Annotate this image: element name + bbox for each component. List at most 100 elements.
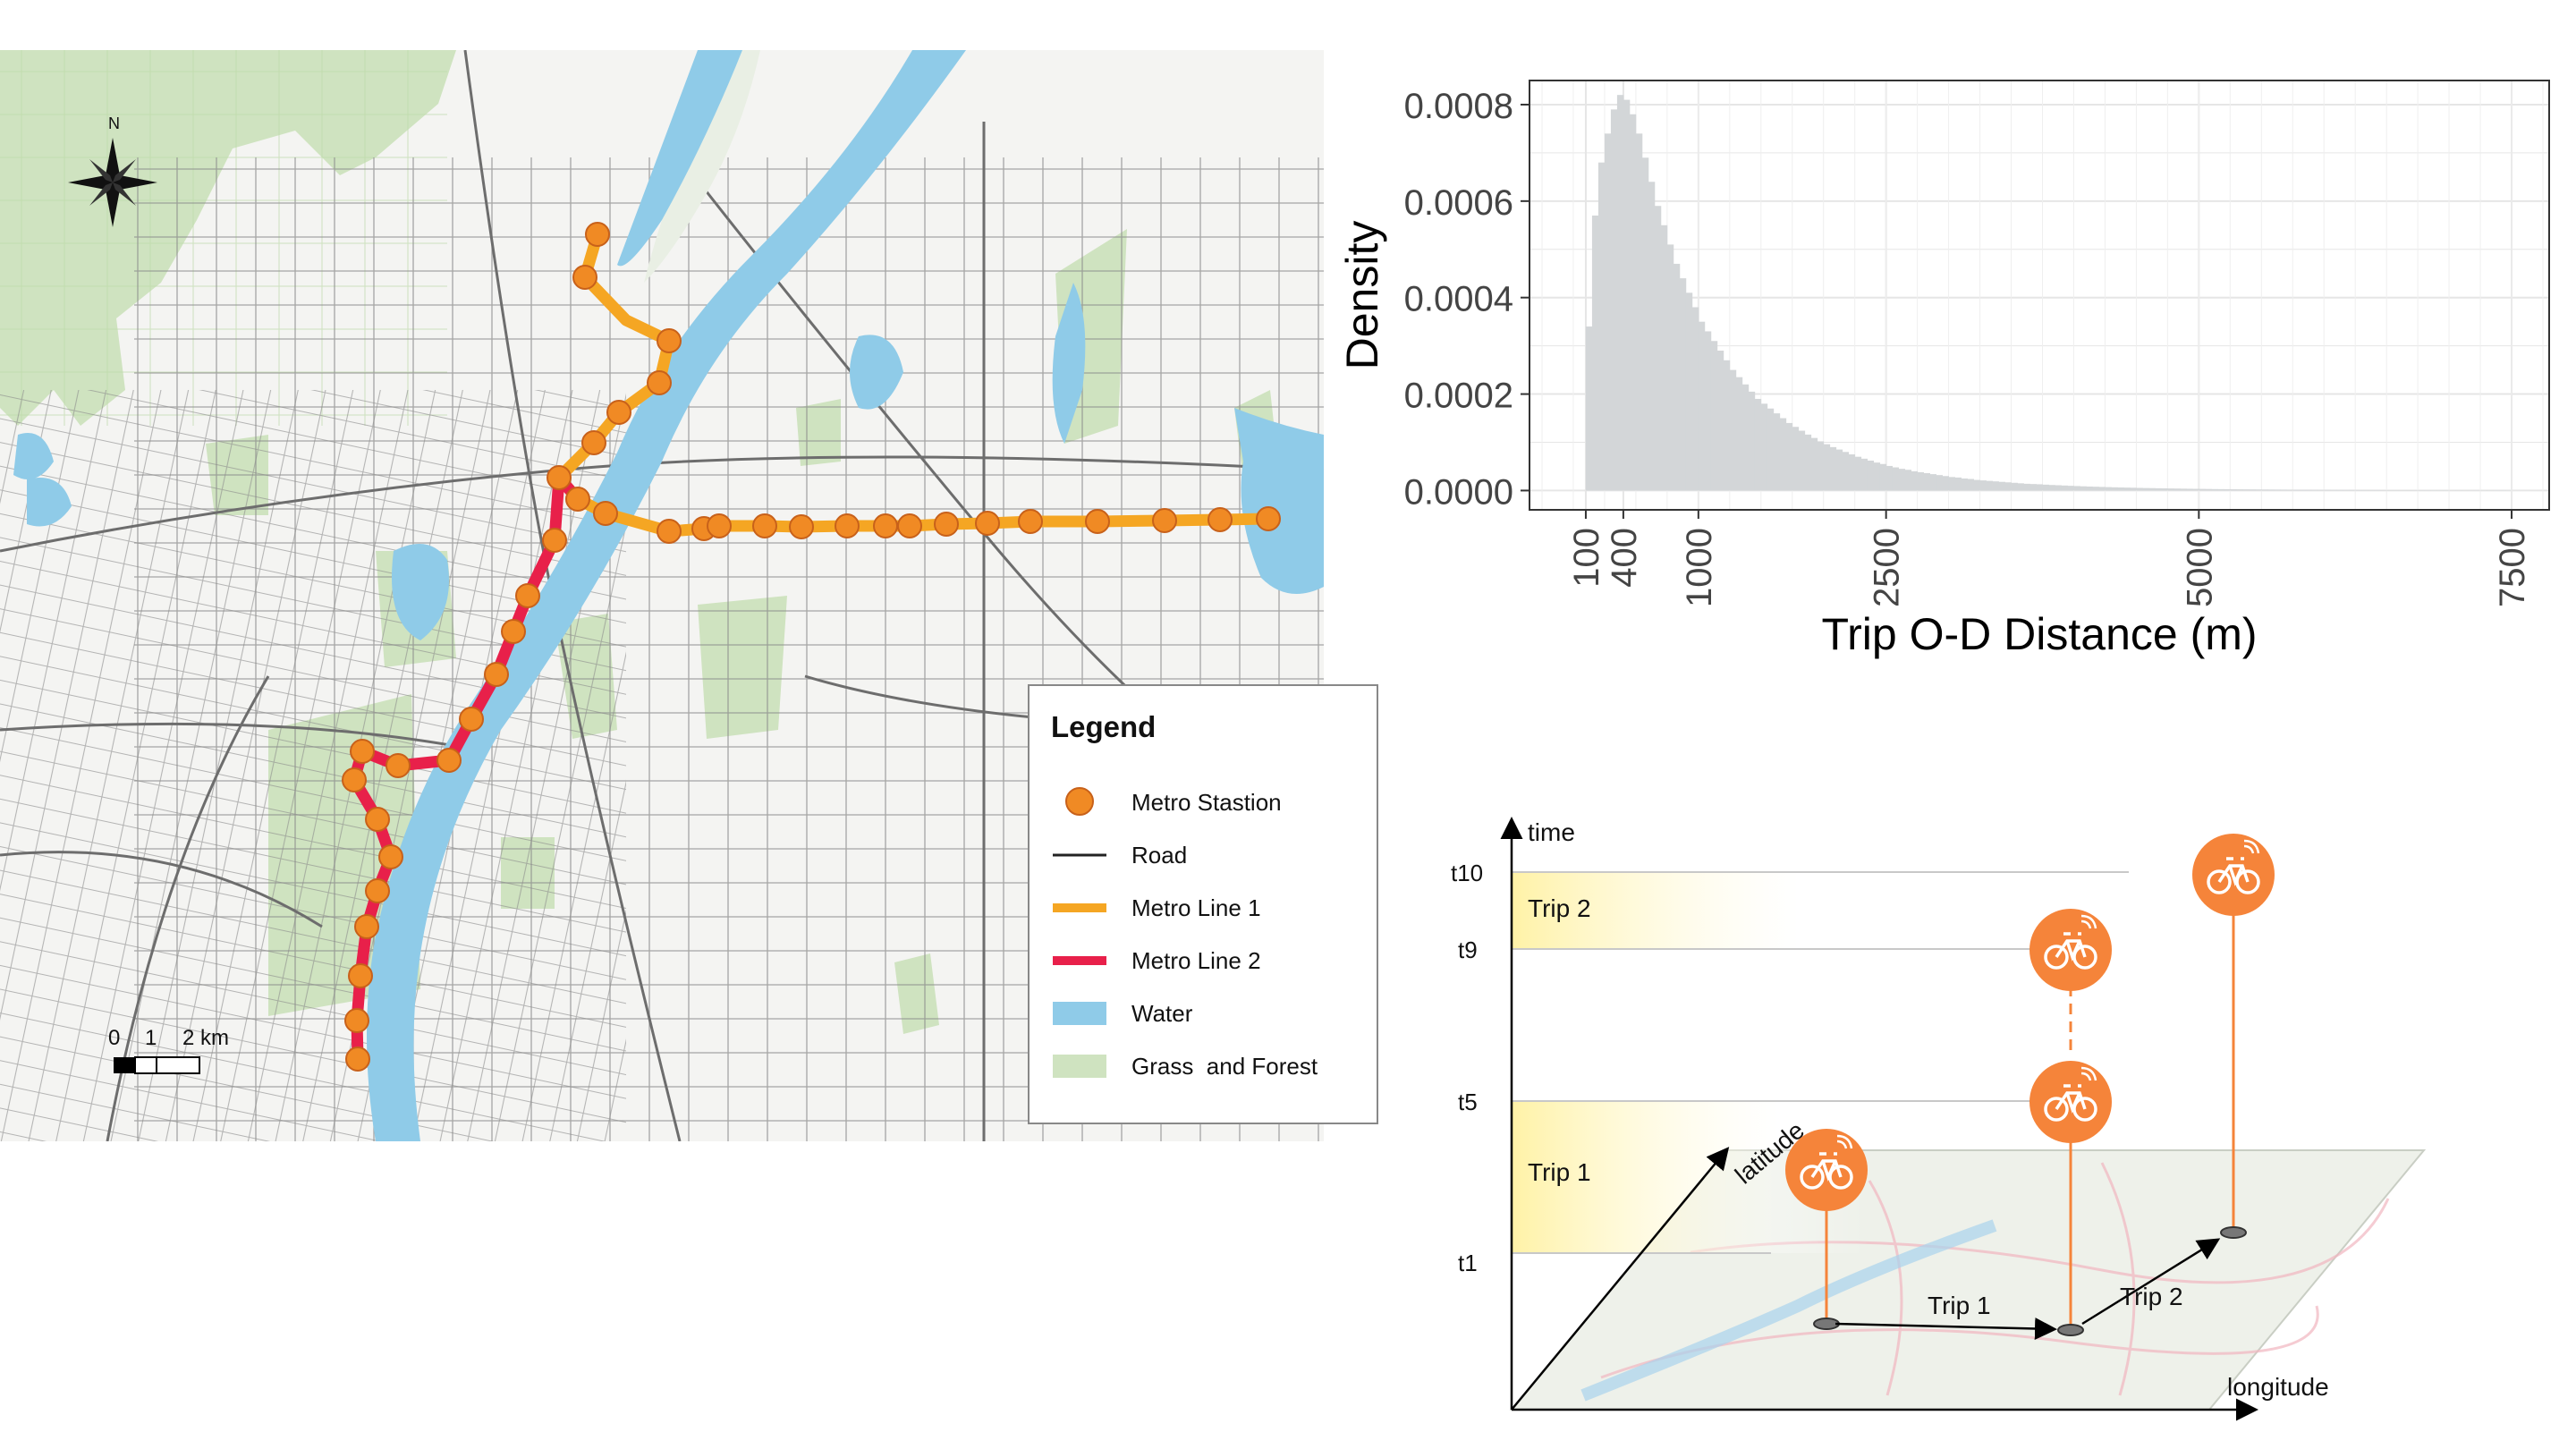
legend-item-grass: Grass and Forest (1053, 1053, 1318, 1080)
x-tick-label: 1000 (1680, 528, 1719, 607)
lake-west-1 (392, 544, 449, 640)
map-legend: Legend Metro Stastion Road Metro Line 1 … (1028, 684, 1378, 1124)
y-tick-label: 0.0008 (1404, 87, 1513, 126)
histogram-bar (2368, 489, 2375, 491)
histogram-bar (1673, 263, 1681, 491)
x-axis-label: Trip O-D Distance (m) (1821, 609, 2257, 659)
histogram-bar (1804, 434, 1812, 491)
histogram-bar (1698, 321, 1706, 491)
scale-label-1: 1 (145, 1026, 157, 1050)
legend-item-road: Road (1053, 842, 1187, 869)
histogram-bar (1635, 133, 1643, 491)
scale-bar-segment (134, 1056, 157, 1074)
histogram-bar (2174, 488, 2181, 491)
histogram-bar (1867, 460, 1875, 491)
histogram-bar (2205, 488, 2212, 491)
histogram-bar (1911, 470, 1919, 491)
histogram-bars (1585, 95, 2512, 491)
histogram-bar (2292, 489, 2300, 491)
histogram-bar (1729, 369, 1737, 491)
histogram-bar (1848, 453, 1856, 491)
histogram-bar (2148, 487, 2156, 491)
compass-rose-icon: N (68, 114, 157, 227)
legend-item-station: Metro Stastion (1065, 787, 1282, 816)
bike-marker-icon (2192, 834, 2275, 916)
water-body (13, 50, 1324, 1141)
histogram-bar (1879, 463, 1887, 491)
histogram-bar (2036, 484, 2043, 491)
histogram-bar (2349, 489, 2356, 491)
histogram-bar (1992, 481, 1999, 491)
ground-point (1813, 1318, 1840, 1330)
metro-stations (342, 222, 1281, 1072)
histogram-bar (1835, 449, 1843, 491)
histogram-bar (2267, 489, 2275, 491)
grass-legend-icon (1053, 1055, 1106, 1078)
histogram-bar (2042, 484, 2049, 491)
bike-marker-icon (1785, 1129, 1868, 1211)
lake-nw (13, 433, 54, 479)
histogram-bar (1885, 465, 1894, 491)
histogram-bar (2155, 487, 2162, 491)
legend-label: Metro Stastion (1131, 789, 1282, 816)
y-axis-ticks: 0.0000 0.0002 0.0004 0.0006 0.0008 (1404, 87, 1530, 512)
trip1-arrow (1835, 1318, 2057, 1341)
histogram-bar (1823, 444, 1831, 491)
bike-marker-icon (2029, 1061, 2112, 1143)
histogram-bar (1654, 206, 1662, 491)
histogram-bar (2086, 486, 2093, 491)
east-river (1234, 408, 1324, 594)
legend-item-line2: Metro Line 2 (1053, 947, 1261, 974)
histogram-bar (2230, 489, 2237, 491)
histogram-bar (2192, 488, 2199, 491)
time-label-t10: t10 (1451, 860, 1483, 886)
histogram-bar (2123, 487, 2131, 491)
histogram-bar (2117, 487, 2124, 491)
od-distance-histogram: 0.0000 0.0002 0.0004 0.0006 0.0008 100 400 100… (1315, 54, 2576, 689)
histogram-bar (1979, 480, 1987, 491)
trip2-band-label: Trip 2 (1528, 894, 1591, 922)
histogram-bar (2361, 489, 2368, 491)
histogram-bar (1716, 351, 1724, 491)
histogram-bar (1666, 244, 1674, 491)
histogram-bar (1691, 307, 1699, 491)
histogram-bar (1929, 474, 1937, 491)
histogram-bar (2061, 485, 2068, 491)
histogram-bar (2073, 486, 2080, 491)
legend-label: Water (1131, 1000, 1193, 1027)
y-tick-label: 0.0002 (1404, 377, 1513, 416)
water-legend-icon (1053, 1002, 1106, 1025)
histogram-bar (1741, 384, 1750, 491)
histogram-bar (1792, 427, 1800, 491)
histogram-bar (2199, 488, 2206, 491)
legend-label: Road (1131, 842, 1187, 869)
histogram-bar (1785, 422, 1793, 491)
north-river (617, 50, 742, 267)
histogram-bar (1967, 479, 1974, 491)
histogram-bar (1954, 477, 1962, 491)
histogram-bar (2330, 489, 2337, 491)
histogram-bar (1754, 398, 1762, 491)
legend-label: Metro Line 1 (1131, 894, 1261, 921)
histogram-bar (1585, 326, 1593, 491)
x-tick-label: 400 (1605, 528, 1644, 588)
x-tick-label: 7500 (2493, 528, 2532, 607)
histogram-bar (1898, 469, 1906, 491)
ground-point (2057, 1324, 2084, 1336)
histogram-bar (2261, 489, 2268, 491)
histogram-bar (2186, 488, 2193, 491)
histogram-bar (1917, 471, 1925, 491)
bike-marker-icon (2029, 909, 2112, 991)
y-tick-label: 0.0006 (1404, 183, 1513, 223)
histogram-bar (1679, 278, 1687, 491)
scale-label-0: 0 (108, 1026, 120, 1050)
histogram-bar (2343, 489, 2350, 491)
river-island (644, 50, 760, 283)
lake-west-2 (27, 478, 72, 527)
latitude-axis (1511, 1147, 1730, 1411)
histogram-bar (1735, 377, 1743, 491)
time-label-t5: t5 (1458, 1089, 1478, 1115)
y-tick-label: 0.0004 (1404, 280, 1513, 319)
histogram-bar (1779, 418, 1787, 491)
